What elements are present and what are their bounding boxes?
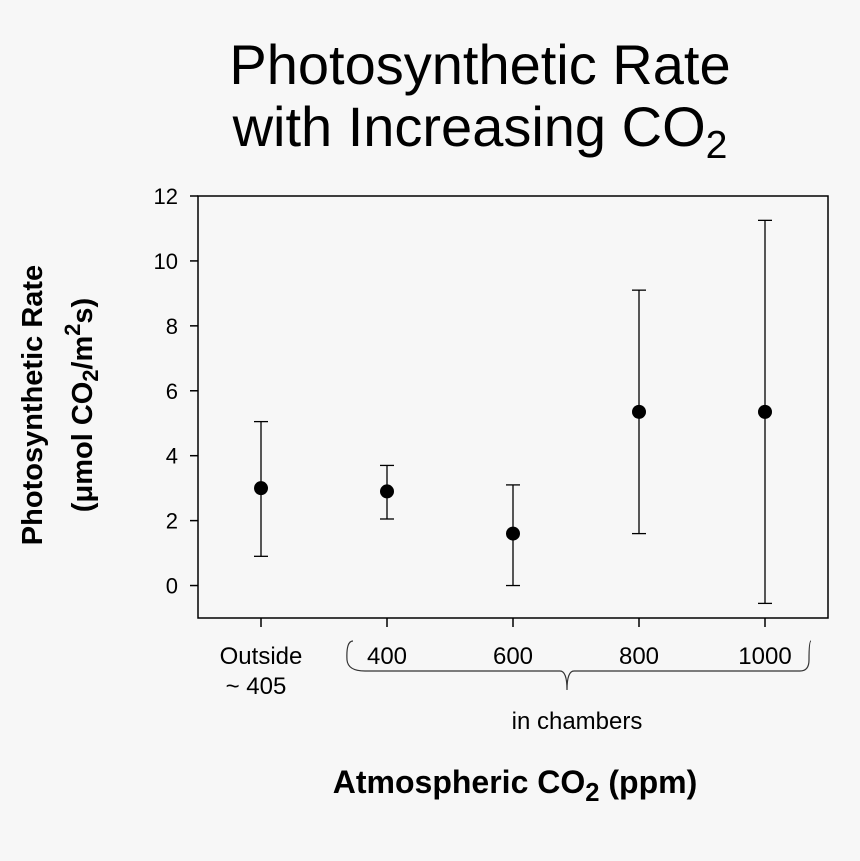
data-point [632,404,646,419]
y-tick-label: 12 [154,184,178,209]
data-point [380,484,394,499]
data-points [254,404,772,541]
x-tick-label: 600 [493,643,533,670]
x-tick-label: 800 [619,643,659,670]
y-tick-label: 4 [166,444,178,469]
chart-title-line2: with Increasing CO2 [232,95,728,168]
y-tick-label: 10 [154,249,178,274]
chart-title-line1: Photosynthetic Rate [229,33,731,96]
chart-title: Photosynthetic Rate with Increasing CO2 [150,34,810,177]
x-tick-label: 1000 [738,643,791,670]
y-tick-label: 8 [166,314,178,339]
y-ticks: 0 2 4 6 8 10 12 [154,184,198,599]
chambers-brace [346,640,812,691]
x-categories: Outside ~ 405 400 600 800 1000 [220,618,792,700]
data-point [506,526,520,541]
in-chambers-annotation: in chambers [512,708,643,735]
error-bars [254,219,772,605]
x-tick-label: 400 [367,643,407,670]
x-axis-label: Atmospheric CO2 (ppm) [332,764,698,807]
data-point [254,481,268,496]
y-tick-label: 6 [166,379,178,404]
y-tick-label: 2 [166,509,178,534]
data-point [758,404,772,419]
x-tick-sublabel: ~ 405 [226,673,287,700]
x-tick-label: Outside [220,643,303,670]
y-tick-label: 0 [166,574,178,599]
